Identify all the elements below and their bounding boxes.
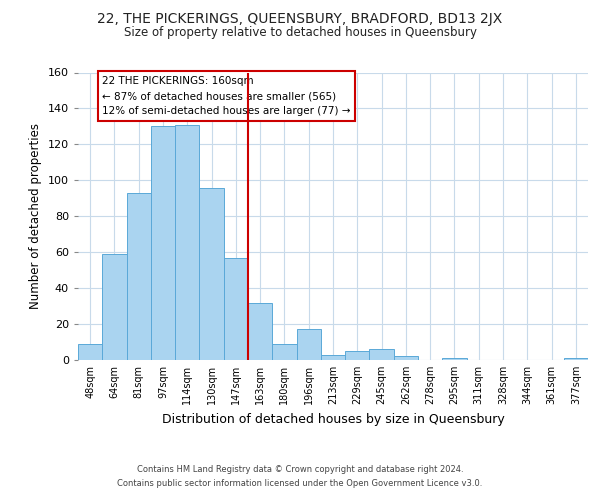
Bar (564, 358, 588, 360)
Text: 22, THE PICKERINGS, QUEENSBURY, BRADFORD, BD13 2JX: 22, THE PICKERINGS, QUEENSBURY, BRADFORD… (97, 12, 503, 26)
Y-axis label: Number of detached properties: Number of detached properties (29, 123, 42, 309)
Bar (272, 344, 296, 360)
X-axis label: Distribution of detached houses by size in Queensbury: Distribution of detached houses by size … (161, 412, 505, 426)
Bar (296, 330, 321, 360)
Bar (248, 302, 272, 360)
Bar (321, 354, 345, 360)
Bar (127, 193, 151, 360)
Text: Size of property relative to detached houses in Queensbury: Size of property relative to detached ho… (124, 26, 476, 39)
Bar (175, 124, 199, 360)
Bar (78, 344, 102, 360)
Bar (224, 258, 248, 360)
Bar (102, 254, 127, 360)
Text: Contains HM Land Registry data © Crown copyright and database right 2024.
Contai: Contains HM Land Registry data © Crown c… (118, 466, 482, 487)
Bar (345, 351, 370, 360)
Text: 22 THE PICKERINGS: 160sqm
← 87% of detached houses are smaller (565)
12% of semi: 22 THE PICKERINGS: 160sqm ← 87% of detac… (102, 76, 351, 116)
Bar (151, 126, 175, 360)
Bar (199, 188, 224, 360)
Bar (442, 358, 467, 360)
Bar (394, 356, 418, 360)
Bar (370, 349, 394, 360)
